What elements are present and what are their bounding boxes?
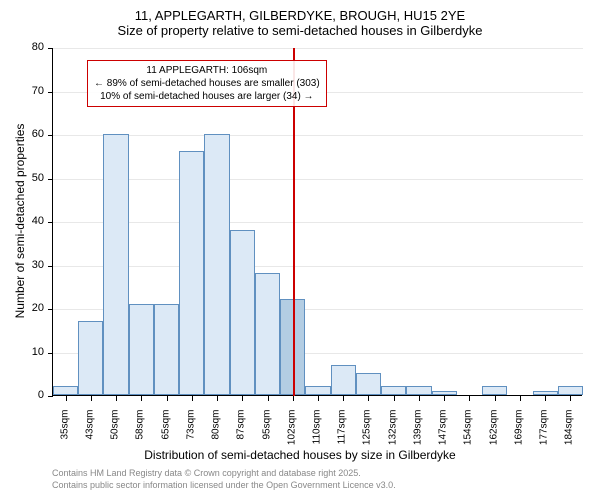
x-tick-label: 184sqm [564,410,575,460]
x-tick-label: 80sqm [211,410,222,460]
histogram-bar [154,304,179,395]
x-tick-label: 125sqm [362,410,373,460]
y-tick-label: 50 [32,172,44,184]
histogram-bar [204,134,229,395]
grid-line [53,179,583,180]
histogram-bar [381,386,406,395]
x-tick-label: 139sqm [412,410,423,460]
x-tick-label: 95sqm [261,410,272,460]
histogram-bar [356,373,381,395]
footer-text-1: Contains HM Land Registry data © Crown c… [52,468,361,478]
y-tick-label: 80 [32,41,44,53]
histogram-bar [129,304,154,395]
histogram-bar [53,386,78,395]
x-tick-label: 58sqm [135,410,146,460]
y-tick-label: 0 [38,389,44,401]
histogram-bar [482,386,507,395]
histogram-bar [432,391,457,395]
y-axis-title: Number of semi-detached properties [13,111,27,331]
y-tick-label: 40 [32,215,44,227]
y-tick-label: 70 [32,85,44,97]
y-tick-label: 60 [32,128,44,140]
x-tick-label: 177sqm [539,410,550,460]
histogram-bar [179,151,204,395]
x-tick-label: 147sqm [438,410,449,460]
y-tick-label: 30 [32,259,44,271]
grid-line [53,135,583,136]
histogram-bar [255,273,280,395]
annotation-line3: 10% of semi-detached houses are larger (… [94,90,320,103]
y-tick-label: 10 [32,346,44,358]
x-tick-label: 117sqm [337,410,348,460]
x-tick-label: 73sqm [185,410,196,460]
chart-title-line1: 11, APPLEGARTH, GILBERDYKE, BROUGH, HU15… [0,0,600,23]
x-tick-label: 87sqm [236,410,247,460]
histogram-bar [305,386,330,395]
histogram-bar [406,386,431,395]
x-tick-label: 169sqm [513,410,524,460]
x-tick-label: 102sqm [286,410,297,460]
annotation-line2: ← 89% of semi-detached houses are smalle… [94,77,320,90]
annotation-line1: 11 APPLEGARTH: 106sqm [94,64,320,77]
x-tick-label: 43sqm [84,410,95,460]
annotation-box: 11 APPLEGARTH: 106sqm← 89% of semi-detac… [87,60,327,107]
grid-line [53,48,583,49]
x-tick-label: 50sqm [110,410,121,460]
histogram-bar [331,365,356,395]
x-tick-label: 65sqm [160,410,171,460]
chart-title-line2: Size of property relative to semi-detach… [0,23,600,42]
footer-text-2: Contains public sector information licen… [52,480,396,490]
grid-line [53,266,583,267]
histogram-bar [78,321,103,395]
x-tick-label: 154sqm [463,410,474,460]
histogram-bar [558,386,583,395]
x-tick-label: 162sqm [488,410,499,460]
x-tick-label: 35sqm [59,410,70,460]
x-tick-label: 110sqm [312,410,323,460]
histogram-bar [533,391,558,395]
grid-line [53,222,583,223]
histogram-bar [103,134,128,395]
chart-container: 11, APPLEGARTH, GILBERDYKE, BROUGH, HU15… [0,0,600,500]
histogram-bar [230,230,255,395]
y-tick-label: 20 [32,302,44,314]
x-tick-label: 132sqm [387,410,398,460]
